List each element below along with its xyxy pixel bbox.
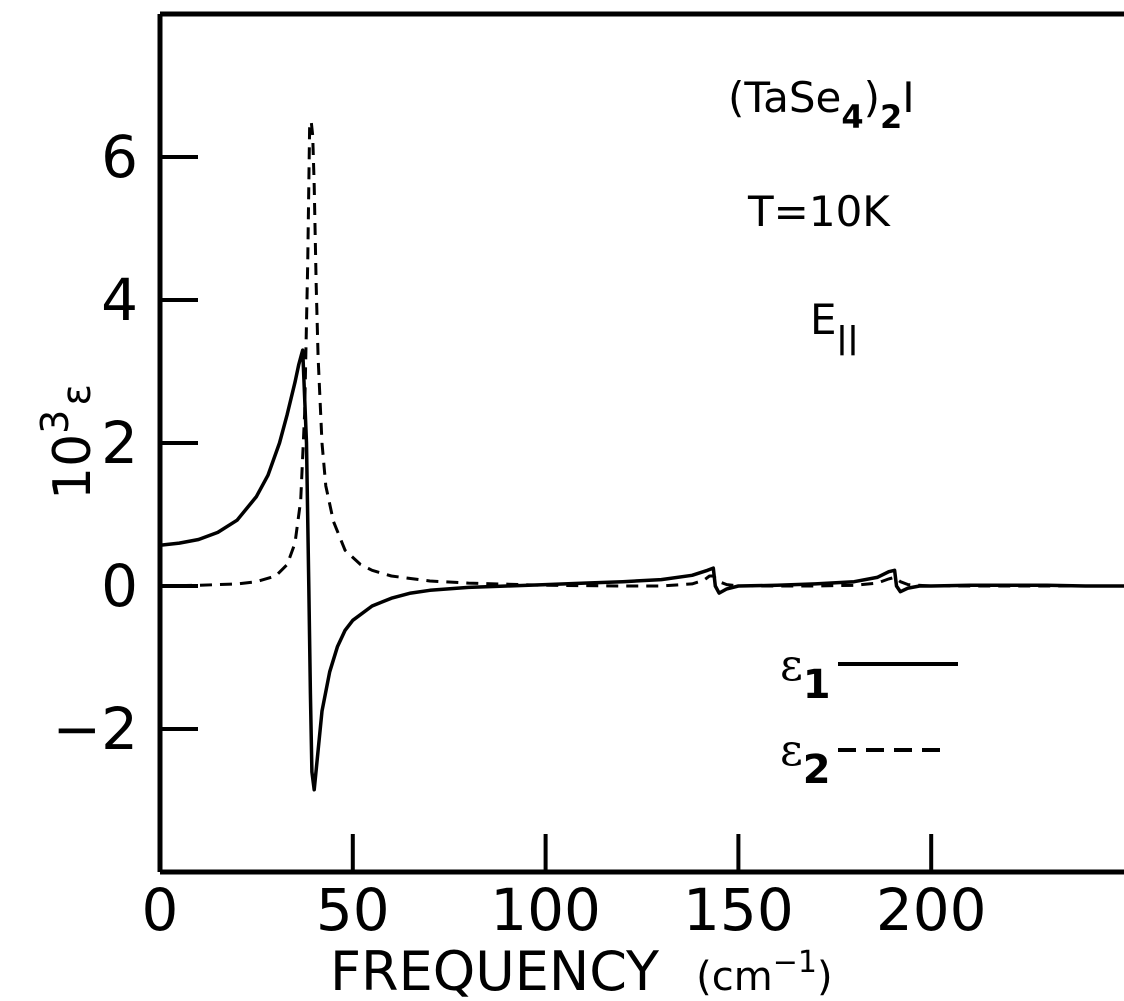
legend-e1-symbol: ε1 — [780, 640, 831, 708]
legend-e2-symbol: ε2 — [780, 725, 831, 793]
x-axis-unit-sup: −1 — [773, 945, 817, 980]
y-tick-label: 6 — [101, 123, 138, 191]
y-tick-label: 0 — [101, 552, 138, 620]
x-axis-label: FREQUENCY — [330, 940, 660, 1001]
legend: ε1 ε2 — [780, 640, 958, 793]
temperature-annotation: T=10K — [747, 187, 891, 236]
x-tick-label: 100 — [490, 876, 601, 944]
legend-entry-e1: ε1 — [780, 640, 958, 708]
y-tick-label: −2 — [53, 695, 139, 763]
y-tick-label: 2 — [101, 409, 138, 477]
x-tick-label: 200 — [876, 876, 987, 944]
x-tick-label: 0 — [142, 876, 179, 944]
y-axis-label-sym: ε — [54, 384, 100, 406]
ticks-group: 0 50 100 150 200 −2 0 2 4 6 — [53, 123, 987, 944]
y-axis-label-sup: 3 — [33, 410, 77, 434]
series-group — [159, 119, 1124, 792]
x-tick-label: 150 — [683, 876, 794, 944]
svg-text:103ε: 103 ε — [33, 384, 103, 500]
x-tick-label: 50 — [316, 876, 390, 944]
y-axis-title: 103 ε — [33, 384, 103, 500]
svg-text:FREQUENCY (cm−1): FREQUENCY (cm−1) — [330, 940, 833, 1001]
x-axis-unit-close: ) — [817, 954, 833, 1000]
x-axis-title: FREQUENCY (cm−1) — [330, 940, 833, 1001]
field-annotation: E|| — [810, 295, 858, 356]
compound-annotation: (TaSe4)2I — [728, 73, 915, 136]
legend-entry-e2: ε2 — [780, 725, 948, 793]
y-axis-label: 10 — [43, 434, 103, 500]
y-tick-label: 4 — [101, 266, 138, 334]
series-line-e2 — [159, 119, 1124, 588]
series-line-e1 — [159, 348, 1124, 792]
x-axis-unit: (cm — [696, 954, 773, 1000]
